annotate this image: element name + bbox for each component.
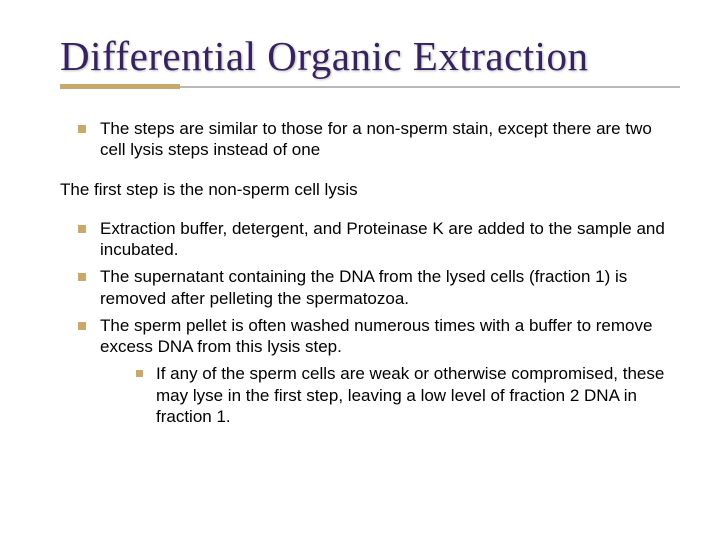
intermediate-text: The first step is the non-sperm cell lys… <box>60 179 680 200</box>
bullet-text: The supernatant containing the DNA from … <box>100 267 627 307</box>
list-item: Extraction buffer, detergent, and Protei… <box>78 218 680 261</box>
bullet-text: The sperm pellet is often washed numerou… <box>100 316 652 356</box>
title-underline <box>60 84 680 90</box>
list-item: The supernatant containing the DNA from … <box>78 266 680 309</box>
list-item: The steps are similar to those for a non… <box>78 118 680 161</box>
bullet-text: Extraction buffer, detergent, and Protei… <box>100 219 665 259</box>
slide-title: Differential Organic Extraction <box>60 32 680 80</box>
bullet-list-2: Extraction buffer, detergent, and Protei… <box>60 218 680 427</box>
title-block: Differential Organic Extraction <box>60 32 680 90</box>
bullet-text: The steps are similar to those for a non… <box>100 119 652 159</box>
slide: Differential Organic Extraction The step… <box>0 0 720 540</box>
slide-content: The steps are similar to those for a non… <box>60 118 680 427</box>
underline-gold <box>60 84 180 89</box>
list-item: If any of the sperm cells are weak or ot… <box>136 363 680 427</box>
bullet-list-1: The steps are similar to those for a non… <box>60 118 680 161</box>
sub-bullet-list: If any of the sperm cells are weak or ot… <box>100 363 680 427</box>
list-item: The sperm pellet is often washed numerou… <box>78 315 680 427</box>
bullet-text: If any of the sperm cells are weak or ot… <box>156 364 664 426</box>
